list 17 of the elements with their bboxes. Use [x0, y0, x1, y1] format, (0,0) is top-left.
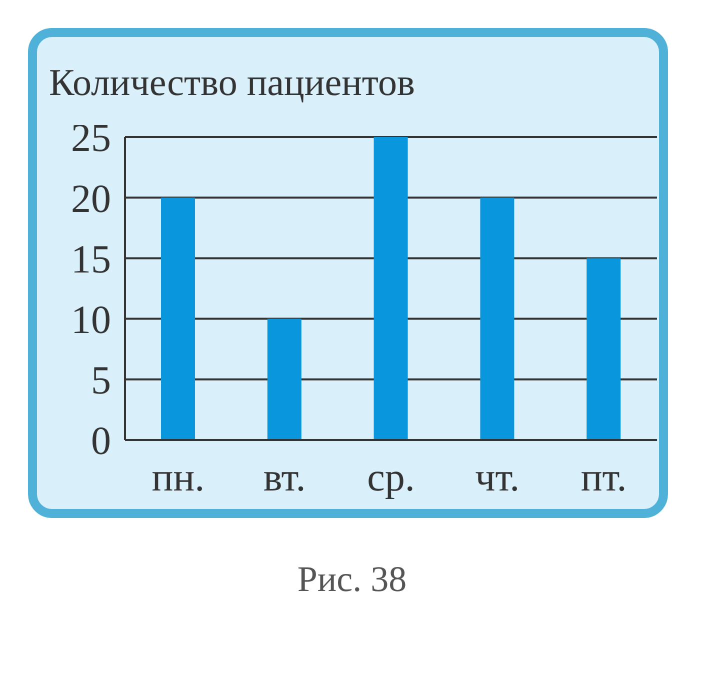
bar [374, 137, 408, 440]
bar [161, 198, 195, 440]
bar [267, 318, 302, 440]
y-tick-label: 10 [71, 297, 111, 342]
bar [480, 198, 514, 440]
text: Рис. 38 [296, 558, 408, 600]
y-tick-label: 20 [71, 176, 111, 221]
x-tick-label: пн. [152, 454, 205, 500]
bar [586, 258, 621, 440]
x-tick-label: вт. [263, 454, 306, 500]
x-tick-label: ср. [367, 454, 415, 500]
y-tick-label: 5 [91, 358, 111, 403]
y-tick-label: 15 [71, 236, 111, 282]
y-tick-label: 0 [91, 418, 111, 464]
x-tick-label: пт. [580, 454, 627, 500]
x-tick-label: чт. [475, 454, 520, 500]
chart-title: Количество пациентов [49, 61, 415, 105]
